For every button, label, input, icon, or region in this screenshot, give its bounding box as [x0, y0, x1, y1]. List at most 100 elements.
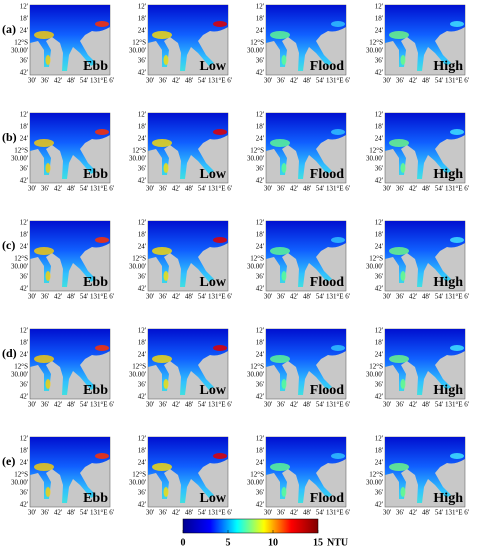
x-tick-label: 48' [303, 293, 311, 301]
y-tick-label: 30.00' [247, 155, 264, 163]
y-tick-label: 12' [375, 3, 383, 11]
y-tick-label: 36' [138, 489, 146, 497]
y-tick-label: 24' [138, 459, 146, 467]
x-tick-label: 48' [185, 293, 193, 301]
turbid-zone [281, 55, 287, 65]
water [385, 329, 465, 395]
y-tick-label: 30.00' [129, 47, 146, 55]
x-tick-label: 42' [54, 401, 62, 409]
x-tick-label: 54' [316, 509, 324, 517]
x-tick-label: 54' [435, 293, 443, 301]
x-tick-label: 42' [290, 77, 298, 85]
x-tick-label: 54' [435, 77, 443, 85]
y-tick-label: 24' [138, 135, 146, 143]
colorbar-unit: NTU [327, 537, 348, 548]
turbid-zone [34, 355, 54, 363]
y-tick-label: 24' [375, 459, 383, 467]
turbid-zone [331, 237, 345, 243]
y-tick-label: 24' [256, 135, 264, 143]
tide-stage-label: Low [200, 275, 227, 290]
turbid-zone [400, 163, 406, 173]
x-tick-label: 48' [185, 77, 193, 85]
x-tick-label: 131°E 6' [445, 509, 469, 517]
tide-stage-label: High [433, 275, 463, 290]
y-tick-label: 12°S [250, 39, 264, 47]
y-tick-label: 18' [256, 15, 264, 23]
water [385, 5, 465, 71]
turbid-zone [270, 31, 290, 39]
x-tick-label: 36' [396, 77, 404, 85]
y-tick-label: 12' [20, 219, 28, 227]
x-tick-label: 36' [396, 401, 404, 409]
x-tick-label: 36' [41, 293, 49, 301]
y-tick-label: 42' [375, 177, 383, 185]
x-tick-label: 131°E 6' [445, 185, 469, 193]
x-tick-label: 54' [316, 401, 324, 409]
y-tick-label: 36' [138, 381, 146, 389]
x-tick-label: 36' [277, 401, 285, 409]
x-tick-label: 131°E 6' [208, 293, 232, 301]
turbid-zone [389, 355, 409, 363]
y-tick-label: 18' [20, 123, 28, 131]
x-tick-label: 36' [41, 77, 49, 85]
y-tick-label: 36' [20, 165, 28, 173]
x-tick-label: 48' [67, 77, 75, 85]
y-tick-label: 18' [20, 447, 28, 455]
turbid-zone [95, 237, 109, 243]
y-tick-label: 18' [20, 339, 28, 347]
y-tick-label: 24' [375, 27, 383, 35]
x-tick-label: 131°E 6' [445, 77, 469, 85]
tide-stage-label: Low [200, 383, 227, 398]
x-tick-label: 54' [80, 77, 88, 85]
y-tick-label: 24' [138, 243, 146, 251]
y-tick-label: 42' [20, 393, 28, 401]
x-tick-label: 131°E 6' [326, 185, 350, 193]
water [266, 113, 346, 179]
y-tick-label: 12' [375, 219, 383, 227]
y-tick-label: 36' [20, 57, 28, 65]
y-tick-label: 30.00' [129, 155, 146, 163]
y-tick-label: 36' [256, 489, 264, 497]
y-tick-label: 36' [375, 273, 383, 281]
turbid-zone [95, 453, 109, 459]
y-tick-label: 12°S [14, 363, 28, 371]
x-tick-label: 36' [41, 185, 49, 193]
tide-stage-label: Flood [310, 167, 344, 182]
x-tick-label: 36' [277, 77, 285, 85]
y-tick-label: 12°S [132, 39, 146, 47]
x-tick-label: 48' [303, 401, 311, 409]
x-tick-label: 42' [172, 401, 180, 409]
y-tick-label: 42' [20, 69, 28, 77]
y-tick-label: 12' [20, 327, 28, 335]
x-tick-label: 42' [172, 293, 180, 301]
y-tick-label: 12' [20, 111, 28, 119]
x-tick-label: 42' [290, 185, 298, 193]
y-tick-label: 12' [20, 3, 28, 11]
x-tick-label: 54' [198, 77, 206, 85]
turbid-zone [34, 463, 54, 471]
turbid-zone [331, 21, 345, 27]
y-tick-label: 12°S [369, 147, 383, 155]
turbid-zone [450, 237, 464, 243]
x-tick-label: 30' [264, 509, 272, 517]
y-tick-label: 24' [375, 351, 383, 359]
turbid-zone [34, 247, 54, 255]
x-tick-label: 30' [28, 185, 36, 193]
y-tick-label: 42' [375, 393, 383, 401]
turbid-zone [163, 55, 169, 65]
water [30, 437, 110, 503]
y-tick-label: 30.00' [247, 371, 264, 379]
x-tick-label: 42' [290, 401, 298, 409]
water [385, 221, 465, 287]
x-tick-label: 42' [409, 509, 417, 517]
y-tick-label: 12' [256, 435, 264, 443]
x-tick-label: 48' [422, 401, 430, 409]
y-tick-label: 12°S [14, 39, 28, 47]
y-tick-label: 36' [20, 489, 28, 497]
turbid-zone [213, 345, 227, 351]
